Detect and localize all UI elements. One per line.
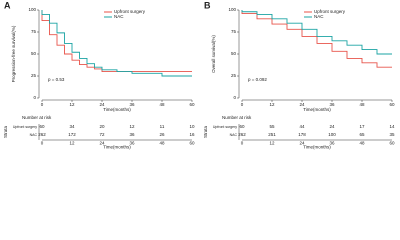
risk-x-tick-label: 48 <box>159 141 165 146</box>
risk-x-tick-label: 36 <box>329 141 335 146</box>
panel-label: B <box>204 0 211 10</box>
survival-curve <box>41 10 192 77</box>
x-tick-label: 24 <box>99 102 105 107</box>
x-tick-label: 12 <box>269 102 275 107</box>
y-axis-label: Overall survival(%) <box>211 35 216 73</box>
risk-count: 17 <box>359 124 365 129</box>
risk-x-tick-label: 24 <box>99 141 105 146</box>
y-tick-label: 100 <box>228 7 236 12</box>
risk-x-tick-label: 0 <box>241 141 244 146</box>
risk-count: 100 <box>328 132 336 137</box>
y-tick-label: 25 <box>231 73 237 78</box>
page: A Progression-free survival(%) 0 25 50 75 100 0… <box>3 0 395 150</box>
risk-count: 34 <box>69 124 75 129</box>
x-tick-label: 24 <box>299 102 305 107</box>
strata-label: Strata <box>203 126 208 139</box>
risk-count: 262 <box>38 132 46 137</box>
risk-count: 36 <box>129 132 135 137</box>
p-value: p = 0.092 <box>248 77 267 82</box>
risk-count: 72 <box>99 132 105 137</box>
risk-row-name: Upfront surgery <box>13 125 37 129</box>
risk-count: 262 <box>238 132 246 137</box>
risk-x-tick-label: 12 <box>269 141 275 146</box>
y-axis-label: Progression-free survival(%) <box>11 25 16 82</box>
x-axis-label: Time(months) <box>103 107 131 112</box>
risk-row-name: Upfront surgery <box>213 125 237 129</box>
survival-curve <box>41 10 192 73</box>
risk-count: 26 <box>159 132 165 137</box>
risk-x-tick-label: 36 <box>129 141 135 146</box>
p-value: p = 0.53 <box>48 77 65 82</box>
risk-count: 14 <box>389 124 395 129</box>
legend-label: Upfront surgery <box>314 9 346 14</box>
y-tick-label: 75 <box>231 29 237 34</box>
risk-count: 55 <box>269 124 275 129</box>
x-tick-label: 12 <box>69 102 75 107</box>
x-tick-label: 36 <box>329 102 335 107</box>
y-tick-label: 0 <box>233 95 236 100</box>
risk-row-name: NAC <box>30 133 38 137</box>
risk-count: 60 <box>239 124 245 129</box>
y-tick-label: 75 <box>31 29 37 34</box>
y-tick-label: 0 <box>33 95 36 100</box>
risk-count: 65 <box>359 132 365 137</box>
risk-table-title: Number at risk <box>22 115 52 120</box>
y-tick-label: 50 <box>31 51 37 56</box>
risk-count: 60 <box>39 124 45 129</box>
x-tick-label: 60 <box>189 102 195 107</box>
risk-count: 172 <box>68 132 76 137</box>
x-tick-label: 0 <box>41 102 44 107</box>
x-tick-label: 0 <box>241 102 244 107</box>
risk-x-label: Time(months) <box>303 145 331 150</box>
y-tick-label: 100 <box>28 7 36 12</box>
y-tick-label: 50 <box>231 51 237 56</box>
risk-count: 178 <box>298 132 306 137</box>
risk-count: 16 <box>189 132 195 137</box>
risk-x-tick-label: 48 <box>359 141 365 146</box>
legend-label: NAC <box>314 14 324 19</box>
risk-count: 251 <box>268 132 276 137</box>
x-tick-label: 48 <box>359 102 365 107</box>
risk-x-tick-label: 60 <box>189 141 195 146</box>
risk-x-label: Time(months) <box>103 145 131 150</box>
x-tick-label: 36 <box>129 102 135 107</box>
legend-label: Upfront surgery <box>114 9 146 14</box>
y-tick-label: 25 <box>31 73 37 78</box>
x-tick-label: 60 <box>389 102 395 107</box>
risk-x-tick-label: 60 <box>389 141 395 146</box>
risk-count: 12 <box>129 124 135 129</box>
risk-count: 10 <box>189 124 195 129</box>
risk-count: 24 <box>329 124 335 129</box>
risk-count: 44 <box>299 124 305 129</box>
survival-curve <box>241 10 392 55</box>
x-axis-label: Time(months) <box>303 107 331 112</box>
risk-row-name: NAC <box>230 133 238 137</box>
risk-count: 11 <box>160 124 165 129</box>
risk-count: 35 <box>389 132 395 137</box>
risk-x-tick-label: 12 <box>69 141 75 146</box>
panel-label: A <box>4 0 11 10</box>
risk-table-title: Number at risk <box>222 115 252 120</box>
strata-label: Strata <box>3 126 8 139</box>
risk-x-tick-label: 24 <box>299 141 305 146</box>
x-tick-label: 48 <box>159 102 165 107</box>
risk-x-tick-label: 0 <box>41 141 44 146</box>
risk-count: 20 <box>99 124 105 129</box>
legend-label: NAC <box>114 14 124 19</box>
